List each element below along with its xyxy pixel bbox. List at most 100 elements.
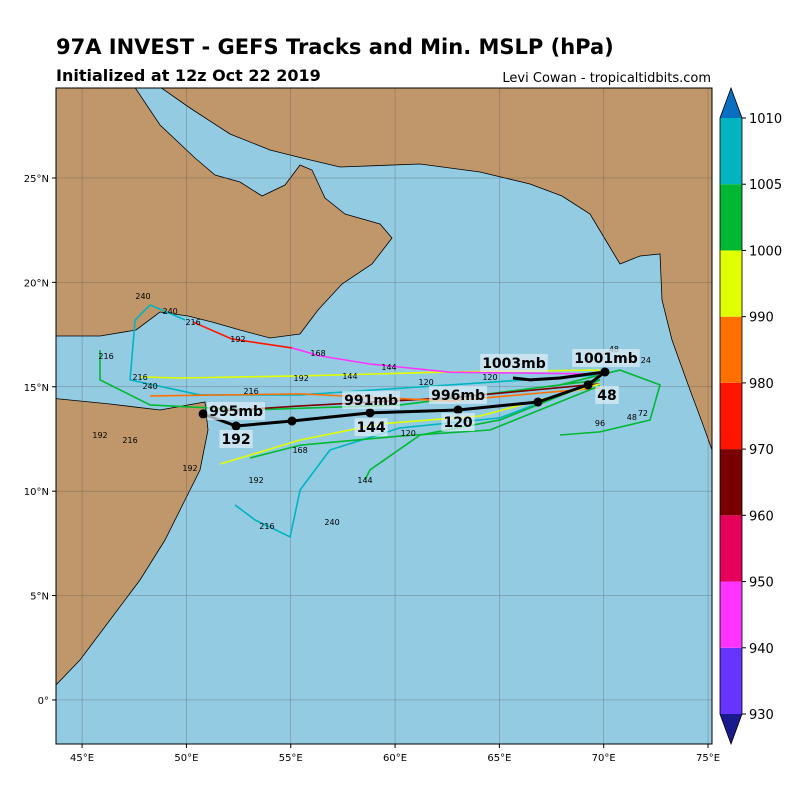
hour-label: 144 xyxy=(357,476,372,485)
title: 97A INVEST - GEFS Tracks and Min. MSLP (… xyxy=(56,35,614,59)
member-track xyxy=(234,379,601,538)
colorbar-over xyxy=(720,88,742,118)
hour-label: 192 xyxy=(230,335,245,344)
y-tick-label: 25°N xyxy=(24,174,49,185)
hour-label: 216 xyxy=(185,318,200,327)
x-tick-label: 50°E xyxy=(174,753,198,764)
alt-track xyxy=(512,370,606,382)
hour-label: 168 xyxy=(292,446,307,455)
hour-label: 216 xyxy=(132,373,147,382)
colorbar-band xyxy=(720,118,742,185)
colorbar-band xyxy=(720,184,742,251)
y-tick-label: 5°N xyxy=(30,592,49,603)
colorbar-tick-label: 930 xyxy=(749,708,774,723)
axes: 45°E 50°E 55°E 60°E 65°E 70°E 75°E 0° 5°N 10°N 15°… xyxy=(24,174,720,764)
colorbar-band xyxy=(720,581,742,648)
hour-label: 72 xyxy=(638,409,648,418)
hour-label: 120 xyxy=(482,373,497,382)
hour-label: 120 xyxy=(401,429,416,438)
label-box xyxy=(354,418,388,437)
mean-label: 1001mb xyxy=(574,351,638,367)
x-tick-label: 70°E xyxy=(592,753,616,764)
track-point xyxy=(231,421,241,431)
track-point xyxy=(583,380,593,390)
label-box xyxy=(572,348,640,367)
y-tick-label: 0° xyxy=(38,696,49,707)
colorbar-tick-label: 1005 xyxy=(749,178,782,193)
track-point xyxy=(453,405,463,415)
x-tick-label: 55°E xyxy=(279,753,303,764)
hour-label: 192 xyxy=(182,464,197,473)
colorbar-band xyxy=(720,515,742,582)
label-box xyxy=(429,385,487,404)
track-point xyxy=(198,409,208,419)
colorbar-tick-label: 980 xyxy=(749,377,774,392)
hour-label: 96 xyxy=(595,419,605,428)
mean-label: 996mb xyxy=(431,388,485,404)
mean-track xyxy=(202,370,606,428)
hour-label: 192 xyxy=(92,431,107,440)
hour-label: 240 xyxy=(162,307,177,316)
track-point xyxy=(533,397,543,407)
hour-label: 120 xyxy=(419,378,434,387)
mean-label: 1003mb xyxy=(482,356,546,372)
hour-label: 192 xyxy=(294,374,309,383)
colorbar-tick-label: 950 xyxy=(749,576,774,591)
hour-label: 240 xyxy=(135,292,150,301)
colorbar-band xyxy=(720,316,742,383)
colorbar-band xyxy=(720,449,742,516)
colorbar-tick-label: 970 xyxy=(749,443,774,458)
mean-label: 120 xyxy=(443,415,472,431)
track-point xyxy=(365,408,375,418)
x-tick-label: 60°E xyxy=(383,753,407,764)
member-track xyxy=(192,321,293,349)
track-point xyxy=(287,416,297,426)
label-box xyxy=(207,401,265,420)
colorbar-band xyxy=(720,647,742,714)
hour-label: 240 xyxy=(324,518,339,527)
mean-label: 991mb xyxy=(344,393,398,409)
map-frame xyxy=(55,87,713,745)
mean-label: 995mb xyxy=(209,404,263,420)
tracks: 2402162402401681922161442167248144120120… xyxy=(92,292,661,538)
hour-label: 144 xyxy=(342,372,357,381)
grid xyxy=(56,88,712,744)
hour-label: 168 xyxy=(310,349,325,358)
x-tick-label: 45°E xyxy=(70,753,94,764)
hour-label: 216 xyxy=(98,352,113,361)
credit: Levi Cowan - tropicaltidbits.com xyxy=(502,71,711,86)
hour-label: 216 xyxy=(243,387,258,396)
africa xyxy=(56,398,209,686)
hour-label: 240 xyxy=(142,382,157,391)
hour-label: 24 xyxy=(641,356,651,365)
mean-label: 192 xyxy=(221,432,250,448)
subtitle: Initialized at 12z Oct 22 2019 xyxy=(56,66,321,85)
label-box xyxy=(342,390,400,409)
colorbar-band xyxy=(720,250,742,317)
member-track xyxy=(291,347,600,375)
iran-india xyxy=(160,88,712,451)
hour-label: 48 xyxy=(627,413,637,422)
hour-label: 144 xyxy=(381,363,396,372)
map-area: 2402162402401681922161442167248144120120… xyxy=(56,88,712,744)
member-track xyxy=(249,384,601,459)
mean-label: 144 xyxy=(356,420,385,436)
label-box xyxy=(595,385,619,404)
colorbar-tick-label: 990 xyxy=(749,311,774,326)
label-box xyxy=(480,353,548,372)
y-tick-label: 20°N xyxy=(24,278,49,289)
colorbar-under xyxy=(720,714,742,744)
x-tick-label: 65°E xyxy=(487,753,511,764)
colorbar: 930 940 950 960 970 980 990 1000 1005 1010 xyxy=(719,86,782,746)
y-tick-label: 10°N xyxy=(24,487,49,498)
member-track xyxy=(129,304,601,396)
colorbar-tick-label: 1010 xyxy=(749,112,782,127)
member-track xyxy=(559,369,661,436)
hour-label: 216 xyxy=(259,522,274,531)
label-box xyxy=(441,413,475,432)
y-tick-label: 15°N xyxy=(24,383,49,394)
colorbar-tick-label: 940 xyxy=(749,642,774,657)
colorbar-tick-label: 960 xyxy=(749,509,774,524)
colorbar-tick-label: 1000 xyxy=(749,244,782,259)
